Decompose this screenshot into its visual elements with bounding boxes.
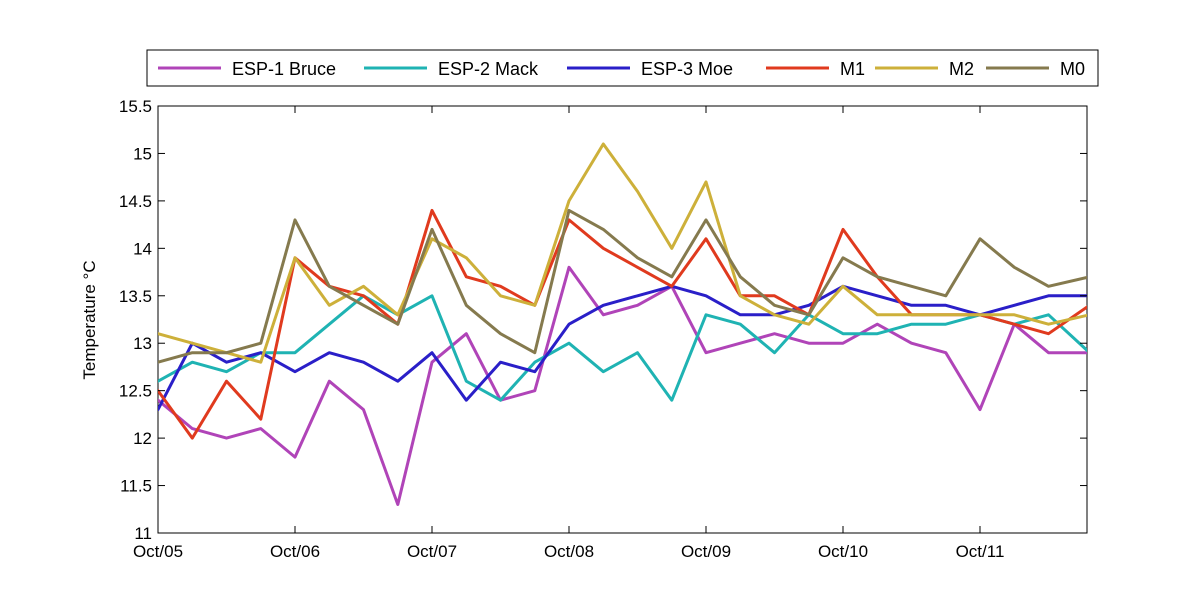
x-tick-label: Oct/07 [407,542,457,561]
series-line-esp-1-bruce [158,265,1087,506]
legend-label-m1: M1 [840,59,865,79]
plot-area: Oct/05 Oct/06 Oct/07 Oct/08 Oct/09 Oct/10 Oct/… [119,97,1088,561]
legend-label-esp-1-bruce: ESP-1 Bruce [232,59,336,79]
series-line-esp-2-mack [158,294,1087,402]
legend-label-esp-2-mack: ESP-2 Mack [438,59,539,79]
x-tick-label: Oct/08 [544,542,594,561]
legend-label-esp-3-moe: ESP-3 Moe [641,59,733,79]
x-tick-label: Oct/05 [133,542,183,561]
y-tick-label: 12.5 [119,382,152,401]
x-tick-label: Oct/06 [270,542,320,561]
plot-frame [157,105,1088,534]
y-axis-label: Temperature °C [80,260,99,379]
y-tick-label: 11.5 [120,477,152,496]
y-tick-label: 12 [133,429,152,448]
y-tick-label: 15.5 [119,97,152,116]
x-tick-label: Oct/10 [818,542,868,561]
x-tick-label: Oct/09 [681,542,731,561]
series-line-m2 [158,142,1087,364]
legend: ESP-1 Bruce ESP-2 Mack ESP-3 Moe M1 M2 M0 [146,49,1099,87]
y-tick-label: 11 [134,524,152,543]
y-tick-label: 14 [133,239,152,258]
y-tick-label: 13.5 [119,287,152,306]
y-tick-label: 13 [133,334,152,353]
y-tick-label: 14.5 [119,192,152,211]
series-line-esp-3-moe [158,284,1087,412]
x-tick-label: Oct/11 [956,542,1005,561]
legend-label-m0: M0 [1060,59,1085,79]
series-line-m0 [158,208,1087,364]
y-tick-label: 15 [133,144,152,163]
legend-label-m2: M2 [949,59,974,79]
